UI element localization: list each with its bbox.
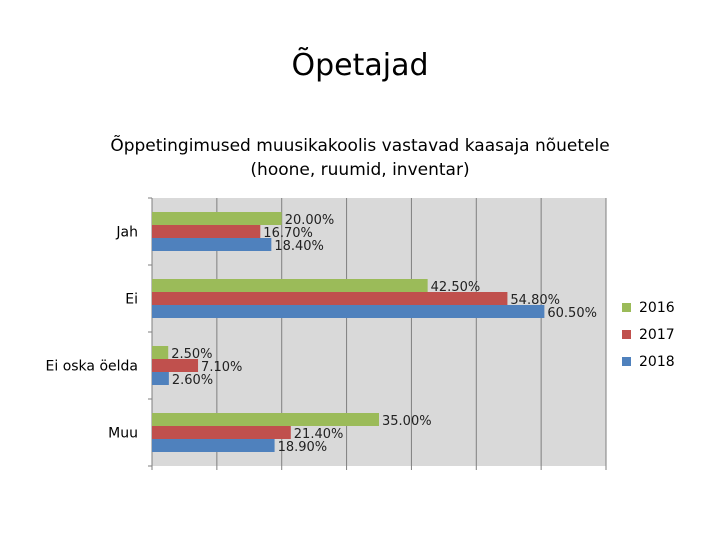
category-label: Jah — [115, 225, 138, 241]
chart-title: Õppetingimused muusikakoolis vastavad ka… — [60, 134, 660, 182]
chart-title-line-2: (hoone, ruumid, inventar) — [250, 160, 470, 180]
data-label: 2.50% — [171, 347, 212, 362]
legend-label-2018: 2018 — [639, 353, 675, 370]
data-label: 60.50% — [547, 306, 597, 321]
legend-swatch-2018 — [622, 357, 631, 366]
bar-2016 — [152, 413, 379, 426]
legend-label-2017: 2017 — [639, 326, 675, 343]
data-label: 54.80% — [510, 293, 560, 308]
legend-item-2018: 2018 — [622, 348, 675, 375]
data-label: 7.10% — [201, 360, 242, 375]
bar-2017 — [152, 426, 291, 439]
bar-2017 — [152, 359, 199, 372]
bar-2016 — [152, 279, 428, 292]
bar-2017 — [152, 225, 261, 238]
data-label: 35.00% — [382, 414, 432, 429]
bar-2018 — [152, 372, 169, 385]
chart-title-line-1: Õppetingimused muusikakoolis vastavad ka… — [110, 136, 610, 156]
bar-2018 — [152, 439, 275, 452]
data-label: 18.90% — [278, 440, 328, 455]
legend-item-2016: 2016 — [622, 294, 675, 321]
bar-2018 — [152, 305, 545, 318]
data-label: 18.40% — [274, 239, 324, 254]
bar-2016 — [152, 212, 282, 225]
legend-item-2017: 2017 — [622, 321, 675, 348]
category-label: Muu — [108, 426, 138, 442]
data-label: 20.00% — [285, 213, 335, 228]
data-label: 21.40% — [294, 427, 344, 442]
data-label: 2.60% — [172, 373, 213, 388]
legend: 2016 2017 2018 — [622, 294, 675, 375]
bar-2018 — [152, 238, 272, 251]
bar-2016 — [152, 346, 169, 359]
data-label: 16.70% — [263, 226, 313, 241]
category-label: Ei — [125, 292, 138, 308]
category-label: Ei oska öelda — [46, 359, 138, 375]
legend-swatch-2017 — [622, 330, 631, 339]
legend-swatch-2016 — [622, 303, 631, 312]
bar-2017 — [152, 292, 508, 305]
data-label: 42.50% — [431, 280, 481, 295]
legend-label-2016: 2016 — [639, 299, 675, 316]
slide-title: Õpetajad — [291, 48, 429, 83]
